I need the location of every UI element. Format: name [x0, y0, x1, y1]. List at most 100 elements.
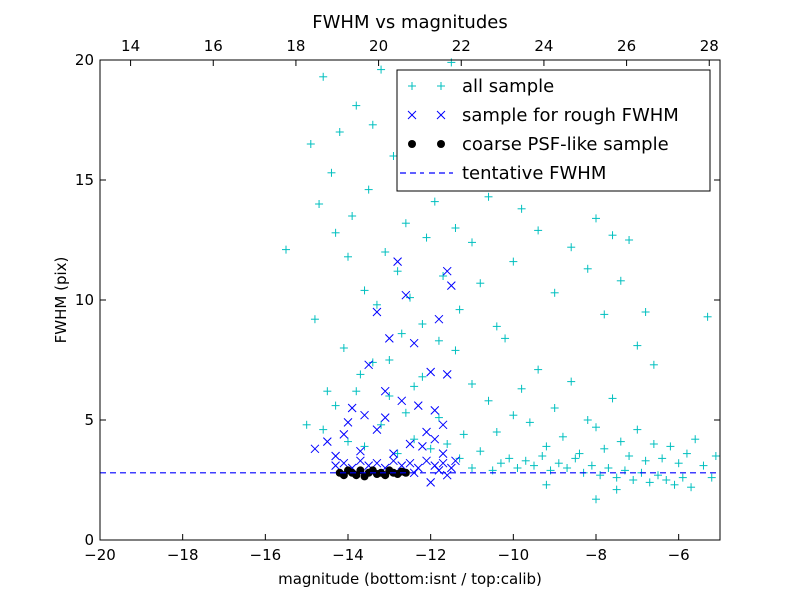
all-sample-point [397, 329, 406, 338]
all-sample-point [571, 454, 580, 463]
top-tick-label: 26 [617, 37, 636, 55]
all-sample-point [410, 382, 419, 391]
all-sample-point [592, 423, 600, 432]
all-sample-point [484, 396, 493, 405]
top-tick-label: 20 [369, 37, 388, 55]
all-sample-point [360, 442, 369, 451]
rough-sample-point [405, 439, 415, 449]
all-sample-point [352, 387, 361, 396]
all-sample-point [662, 476, 671, 484]
all-sample-point [331, 401, 340, 410]
all-sample-point [393, 267, 402, 276]
all-sample-point [323, 387, 332, 396]
all-sample-point [608, 394, 617, 403]
all-sample-point [554, 459, 563, 468]
all-sample-point [625, 236, 634, 244]
all-sample-point [604, 464, 613, 472]
all-sample-point [418, 372, 427, 381]
all-sample-point [319, 425, 328, 434]
all-sample-point [641, 456, 650, 465]
all-sample-point [517, 384, 526, 393]
all-sample-point [558, 432, 567, 441]
chart-title: FWHM vs magnitudes [312, 12, 507, 33]
all-sample-point [538, 452, 547, 460]
all-sample-point [682, 449, 691, 458]
all-sample-point [368, 358, 377, 367]
all-sample-point [616, 437, 625, 446]
all-sample-point [521, 456, 530, 465]
all-sample-point [368, 120, 377, 129]
all-sample-point [542, 442, 551, 451]
top-tick-label: 14 [121, 37, 140, 55]
legend-marker-all-sample [437, 82, 445, 90]
all-sample-point [385, 392, 394, 400]
all-sample-point [575, 449, 584, 458]
rough-sample-point [434, 314, 444, 324]
y-tick-label: 15 [75, 171, 94, 189]
all-sample-point [612, 485, 621, 494]
legend-marker-all-sample [408, 82, 416, 90]
all-sample-point [530, 461, 538, 470]
all-sample-point [674, 459, 683, 468]
legend-marker-coarse-psf-like-sample [437, 140, 445, 148]
legend-box [396, 69, 711, 192]
rough-sample-point [389, 449, 398, 458]
all-sample-point [315, 200, 324, 208]
all-sample-point [654, 471, 662, 480]
all-sample-point [302, 420, 311, 429]
all-sample-point [389, 152, 398, 160]
all-sample-point [550, 404, 559, 412]
all-sample-point [418, 320, 427, 328]
all-sample-point [476, 447, 485, 456]
rough-sample-point [409, 338, 419, 348]
all-sample-point [649, 360, 658, 369]
all-sample-point [658, 454, 667, 463]
all-sample-point [335, 128, 344, 136]
all-sample-point [534, 226, 543, 235]
top-tick-label: 18 [286, 37, 305, 55]
top-tick-label: 16 [204, 37, 223, 55]
y-tick-label: 5 [84, 411, 94, 429]
all-sample-point [641, 308, 650, 316]
rough-sample-point [331, 451, 340, 461]
all-sample-point [600, 444, 609, 453]
all-sample-point [401, 219, 410, 228]
rough-sample-point [389, 456, 398, 466]
rough-sample-point [397, 396, 407, 406]
all-sample-point [476, 279, 485, 288]
all-sample-point [451, 346, 460, 355]
all-sample-point [344, 252, 352, 261]
all-sample-point [687, 483, 696, 492]
all-sample-point [587, 461, 596, 470]
x-tick-label: −20 [84, 546, 116, 564]
all-sample-point [691, 435, 700, 444]
legend: all sample sample for rough FWHM coarse PS… [396, 69, 711, 192]
all-sample-point [525, 418, 534, 427]
rough-sample-point [331, 461, 340, 470]
all-sample-point [534, 365, 543, 374]
all-sample-point [282, 245, 290, 254]
all-sample-point [381, 248, 390, 256]
all-sample-point [501, 334, 510, 343]
rough-sample-point [438, 449, 448, 458]
rough-sample-point [413, 401, 423, 410]
all-sample-point [625, 452, 634, 460]
all-sample-point [344, 437, 352, 446]
all-sample-point [633, 425, 642, 434]
all-sample-point [492, 322, 501, 331]
all-sample-point [377, 420, 386, 429]
all-sample-point [633, 341, 642, 350]
all-sample-point [410, 435, 419, 444]
all-sample-point [356, 370, 365, 379]
all-sample-point [616, 276, 625, 285]
all-sample-point [360, 286, 369, 295]
all-sample-point [364, 185, 373, 194]
rough-sample-point [339, 430, 349, 439]
all-sample-point [327, 168, 336, 177]
rough-sample-point [310, 444, 320, 454]
all-sample-point [608, 231, 617, 240]
all-sample-point [377, 65, 386, 74]
all-sample-point [505, 454, 514, 463]
top-tick-label: 28 [700, 37, 719, 55]
all-sample-point [513, 464, 522, 472]
